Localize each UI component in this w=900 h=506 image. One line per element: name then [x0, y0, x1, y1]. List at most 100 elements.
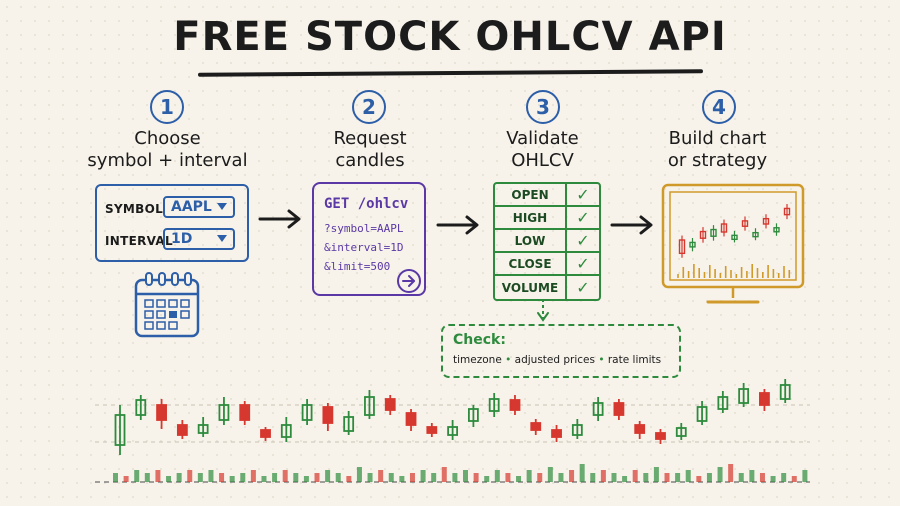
monitor-candle-body [678, 239, 686, 255]
step-4-label-line1: Build chart [668, 128, 767, 149]
volume-bar [356, 467, 362, 482]
candle-body [280, 424, 292, 438]
volume-bar [452, 473, 458, 482]
volume-bar [346, 476, 352, 482]
step-3-label: Validate OHLCV [480, 128, 605, 172]
candle-body [571, 424, 583, 436]
volume-bar [155, 470, 161, 482]
volume-bar [696, 476, 702, 482]
volume-bar [579, 464, 585, 482]
interval-select[interactable]: 1D [163, 228, 235, 250]
validate-field-high: HIGH [495, 207, 567, 228]
candle-body [384, 398, 396, 411]
volume-bar [759, 473, 765, 482]
volume-bar [643, 473, 649, 482]
volume-bar [219, 473, 225, 482]
volume-bar [303, 476, 309, 482]
volume-bar [664, 473, 670, 482]
volume-bar [187, 470, 193, 482]
request-line-2: ?symbol=AAPL [324, 222, 404, 235]
candle-body [675, 427, 687, 437]
monitor-icon [661, 183, 805, 304]
candle-body [655, 432, 666, 440]
chevron-down-icon [217, 235, 227, 242]
volume-bar [293, 473, 299, 482]
volume-bar [282, 470, 288, 482]
page-title: FREE STOCK OHLCV API [173, 14, 727, 60]
volume-bar [791, 476, 797, 482]
chevron-down-icon [217, 203, 227, 210]
volume-bar [113, 473, 118, 482]
monitor-candle-body [710, 228, 717, 237]
volume-bar [473, 473, 479, 482]
volume-bar [409, 473, 415, 482]
step-4-number: 4 [702, 90, 736, 124]
volume-bar [738, 473, 744, 482]
down-arrow-icon [537, 299, 549, 322]
right-arrow-icon [258, 209, 301, 229]
monitor-candle-body [731, 234, 738, 241]
volume-bar [441, 467, 447, 482]
check-icon: ✓ [576, 231, 590, 250]
symbol-interval-form: SYMBOL AAPL INTERVAL 1D [95, 184, 249, 262]
candle-body [613, 402, 625, 416]
candle-body [759, 392, 770, 406]
candle-body [322, 406, 334, 424]
volume-bar [144, 473, 150, 482]
interval-select-value: 1D [171, 231, 193, 247]
validate-row-volume: VOLUME ✓ [495, 276, 599, 299]
arrow-circle-icon[interactable] [396, 268, 422, 294]
volume-bar [505, 473, 511, 482]
step-1-number: 1 [150, 90, 184, 124]
volume-bar [463, 470, 468, 482]
candle-body [156, 404, 167, 421]
monitor-candle-body [783, 207, 791, 216]
right-arrow-icon [610, 215, 653, 235]
volume-bar [802, 470, 808, 482]
check-note: Check: timezone • adjusted prices • rate… [441, 324, 681, 378]
volume-bar [229, 476, 235, 482]
volume-bar [558, 473, 564, 482]
step-3-number: 3 [526, 90, 560, 124]
symbol-select-value: AAPL [171, 199, 212, 215]
volume-bar [537, 473, 543, 482]
candle-body [509, 399, 521, 411]
volume-bar [622, 476, 628, 482]
step-4-label: Build chart or strategy [650, 128, 785, 172]
candle-body [738, 388, 750, 404]
symbol-select[interactable]: AAPL [163, 196, 235, 218]
validate-table: OPEN ✓ HIGH ✓ LOW ✓ CLOSE ✓ VOLUME ✓ [493, 182, 601, 301]
interval-label: INTERVAL [105, 234, 173, 248]
check-icon: ✓ [576, 254, 590, 273]
candle-body [405, 412, 417, 426]
monitor-candle-body [741, 220, 749, 227]
volume-bar [272, 473, 278, 482]
calendar-icon [134, 272, 200, 338]
volume-bar [547, 467, 553, 482]
candle-body [343, 416, 355, 432]
candlestick-strip [95, 379, 810, 483]
volume-bar [781, 473, 787, 482]
volume-bar [484, 476, 490, 482]
validate-row-high: HIGH ✓ [495, 207, 599, 230]
step-2-number: 2 [352, 90, 386, 124]
step-1-label-line1: Choose [134, 128, 201, 149]
volume-bar [378, 470, 384, 482]
volume-bar [590, 473, 596, 482]
volume-bar [632, 470, 638, 482]
validate-field-open: OPEN [495, 184, 567, 205]
volume-bar [494, 470, 500, 482]
check-note-heading: Check: [453, 332, 506, 348]
monitor-candle-body [762, 217, 770, 225]
candle-body [779, 384, 791, 400]
step-3-label-line1: Validate [506, 128, 579, 149]
volume-bar [399, 476, 405, 482]
volume-bar [134, 470, 140, 482]
check-item-adjusted-prices: adjusted prices [514, 354, 595, 366]
volume-bar [749, 470, 755, 482]
candle-body [488, 398, 500, 412]
volume-bar [250, 470, 256, 482]
monitor-candle-body [689, 241, 696, 248]
volume-bar [197, 473, 203, 482]
step-3-label-line2: OHLCV [511, 150, 574, 171]
